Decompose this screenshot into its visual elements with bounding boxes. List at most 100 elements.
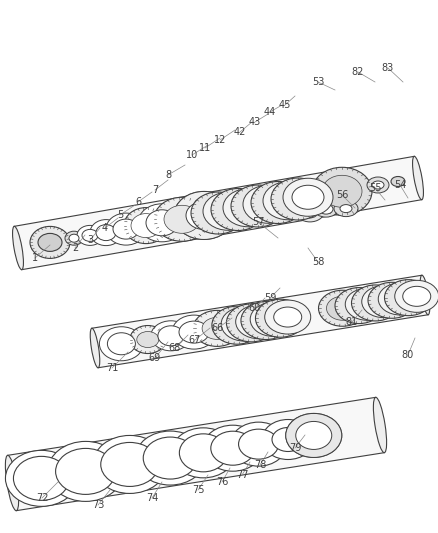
Ellipse shape	[258, 309, 286, 329]
Ellipse shape	[107, 333, 135, 355]
Text: 77: 77	[235, 470, 247, 480]
Ellipse shape	[5, 455, 18, 511]
Ellipse shape	[390, 176, 404, 187]
Ellipse shape	[259, 198, 276, 210]
Text: 1: 1	[32, 253, 38, 263]
Text: 6: 6	[134, 197, 141, 207]
Text: 59: 59	[263, 293, 276, 303]
Ellipse shape	[77, 225, 103, 245]
Ellipse shape	[367, 282, 415, 318]
Ellipse shape	[285, 414, 341, 457]
Polygon shape	[92, 275, 427, 368]
Text: 11: 11	[198, 143, 211, 153]
Ellipse shape	[240, 302, 290, 340]
Text: 12: 12	[213, 135, 226, 145]
Ellipse shape	[151, 321, 191, 351]
Polygon shape	[14, 156, 421, 270]
Ellipse shape	[90, 220, 122, 246]
Ellipse shape	[143, 437, 197, 479]
Text: 82: 82	[351, 67, 364, 77]
Ellipse shape	[230, 314, 258, 334]
Ellipse shape	[186, 201, 222, 229]
Polygon shape	[7, 397, 384, 511]
Ellipse shape	[240, 195, 270, 219]
Ellipse shape	[237, 204, 251, 213]
Ellipse shape	[270, 178, 324, 220]
Ellipse shape	[90, 328, 99, 368]
Text: 10: 10	[185, 150, 198, 160]
Text: 79: 79	[288, 443, 300, 453]
Ellipse shape	[65, 231, 83, 245]
Ellipse shape	[56, 448, 115, 495]
Ellipse shape	[269, 194, 290, 210]
Text: 56: 56	[335, 190, 347, 200]
Text: 72: 72	[35, 493, 48, 503]
Text: 45: 45	[278, 100, 290, 110]
Text: 75: 75	[191, 485, 204, 495]
Ellipse shape	[295, 422, 331, 449]
Ellipse shape	[262, 182, 312, 220]
Ellipse shape	[231, 199, 255, 217]
Text: 57: 57	[251, 217, 264, 227]
Ellipse shape	[13, 227, 23, 270]
Text: 55: 55	[368, 183, 380, 193]
Ellipse shape	[146, 210, 177, 236]
Ellipse shape	[231, 196, 263, 220]
Ellipse shape	[113, 219, 139, 239]
Ellipse shape	[212, 306, 261, 344]
Text: 8: 8	[165, 170, 171, 180]
Ellipse shape	[201, 317, 232, 340]
Ellipse shape	[14, 456, 69, 500]
Ellipse shape	[251, 182, 304, 223]
Text: 71: 71	[106, 363, 118, 373]
Ellipse shape	[96, 224, 116, 240]
Ellipse shape	[210, 431, 254, 465]
Ellipse shape	[353, 294, 380, 314]
Ellipse shape	[223, 189, 272, 227]
Ellipse shape	[366, 177, 388, 193]
Text: 78: 78	[253, 460, 265, 470]
Ellipse shape	[5, 450, 77, 506]
Text: 54: 54	[393, 180, 405, 190]
Ellipse shape	[164, 205, 200, 233]
Ellipse shape	[137, 332, 159, 348]
Text: 60: 60	[248, 303, 261, 313]
Ellipse shape	[47, 441, 124, 502]
Ellipse shape	[339, 205, 351, 213]
Text: 67: 67	[188, 335, 201, 345]
Ellipse shape	[334, 288, 382, 324]
Ellipse shape	[385, 289, 413, 309]
Text: 43: 43	[248, 117, 261, 127]
Ellipse shape	[221, 307, 267, 341]
Ellipse shape	[247, 199, 265, 213]
Text: 3: 3	[87, 235, 93, 245]
Text: 68: 68	[169, 343, 181, 353]
Ellipse shape	[212, 208, 226, 217]
Ellipse shape	[208, 204, 231, 222]
Ellipse shape	[173, 191, 233, 239]
Ellipse shape	[238, 429, 278, 459]
Ellipse shape	[285, 414, 341, 457]
Ellipse shape	[30, 227, 70, 259]
Ellipse shape	[193, 310, 240, 346]
Text: 69: 69	[148, 353, 161, 363]
Text: 73: 73	[92, 500, 104, 510]
Ellipse shape	[262, 189, 297, 215]
Ellipse shape	[402, 286, 430, 306]
Ellipse shape	[230, 422, 286, 466]
Text: 2: 2	[72, 243, 78, 253]
Ellipse shape	[38, 233, 62, 252]
Ellipse shape	[179, 321, 208, 343]
Ellipse shape	[171, 428, 235, 478]
Ellipse shape	[173, 191, 233, 239]
Ellipse shape	[135, 431, 205, 485]
Ellipse shape	[212, 199, 244, 223]
Ellipse shape	[283, 178, 332, 216]
Ellipse shape	[130, 326, 166, 353]
Ellipse shape	[82, 229, 98, 241]
Ellipse shape	[412, 156, 423, 200]
Ellipse shape	[172, 315, 215, 349]
Text: 5: 5	[117, 210, 123, 220]
Ellipse shape	[344, 288, 389, 320]
Ellipse shape	[295, 202, 323, 222]
